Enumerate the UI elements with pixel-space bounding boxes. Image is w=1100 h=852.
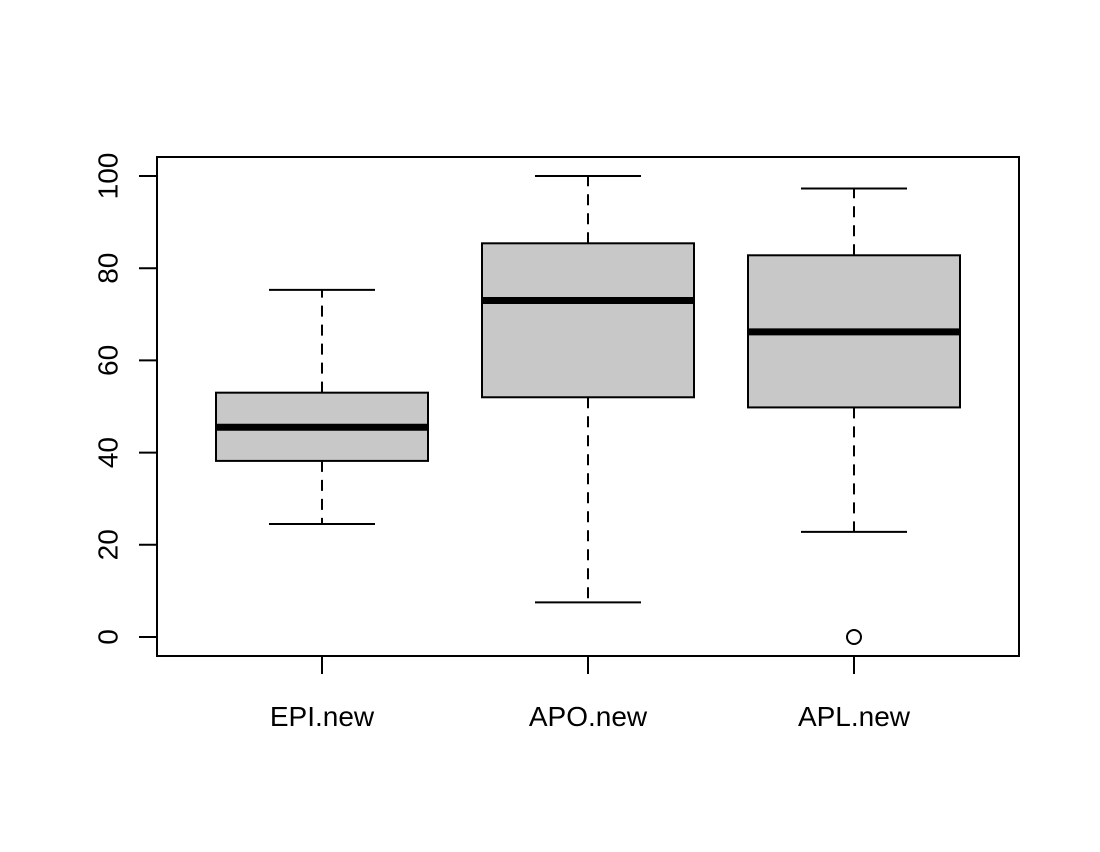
box-epi-new: [215, 288, 429, 526]
box-apo-new: [481, 175, 695, 604]
x-axis: EPI.new APO.new APL.new: [270, 656, 911, 732]
iqr-box: [481, 242, 695, 399]
y-tick-label: 40: [92, 437, 123, 468]
y-axis: 0 20 40 60 80 100: [92, 153, 158, 645]
y-tick-label: 60: [92, 345, 123, 376]
box-apl-new: [747, 187, 961, 645]
y-tick-label: 0: [92, 629, 123, 645]
y-tick-label: 20: [92, 529, 123, 560]
box-series: [215, 175, 961, 645]
x-tick-label: APL.new: [798, 701, 911, 732]
outlier-point: [846, 629, 862, 645]
x-tick-label: APO.new: [529, 701, 648, 732]
x-tick-label: EPI.new: [270, 701, 375, 732]
y-tick-label: 80: [92, 253, 123, 284]
y-tick-label: 100: [92, 153, 123, 200]
